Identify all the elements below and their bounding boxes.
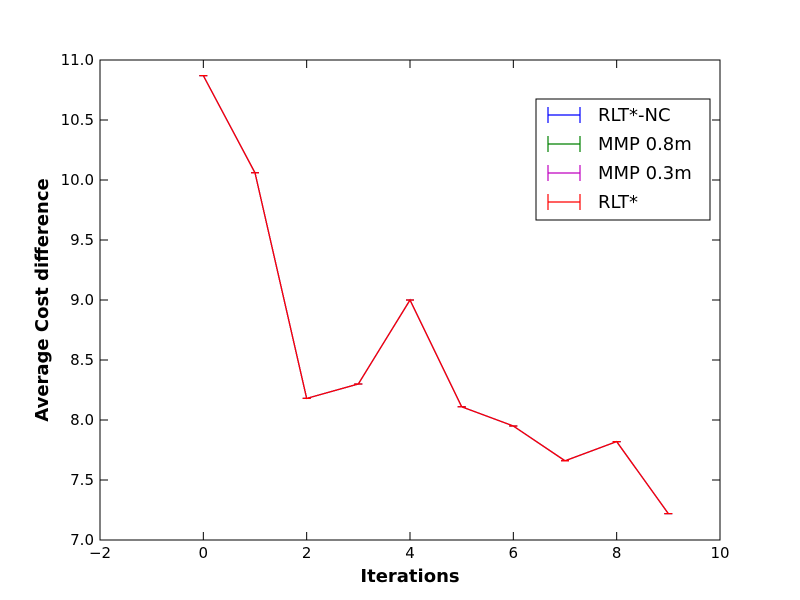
legend-item: RLT* bbox=[547, 192, 638, 213]
legend-label: MMP 0.8m bbox=[598, 134, 692, 155]
x-tick-label: 10 bbox=[710, 544, 729, 562]
y-tick-label: 10.0 bbox=[61, 171, 94, 189]
x-tick-label: 2 bbox=[302, 544, 312, 562]
x-tick-label: 8 bbox=[612, 544, 622, 562]
y-tick-label: 9.5 bbox=[70, 231, 94, 249]
y-tick-label: 11.0 bbox=[61, 51, 94, 69]
legend-box bbox=[535, 98, 711, 221]
y-tick-label: 8.5 bbox=[70, 351, 94, 369]
legend-label: RLT*-NC bbox=[598, 105, 671, 126]
legend-label: RLT* bbox=[598, 192, 638, 213]
legend-item: RLT*-NC bbox=[547, 105, 671, 126]
y-tick-label: 9.0 bbox=[70, 291, 94, 309]
y-tick-label: 7.5 bbox=[70, 471, 94, 489]
ticks-layer: −2 0 2 4 6 8 10 7.0 7.5 8.0 8.5 9.0 9.5 10.0 10.5 11.0 bbox=[61, 51, 730, 562]
legend-label: MMP 0.3m bbox=[598, 163, 692, 184]
y-axis-label: Average Cost difference bbox=[32, 178, 53, 421]
legend-item: MMP 0.8m bbox=[547, 134, 692, 155]
series-layer bbox=[199, 74, 673, 515]
legend-item: MMP 0.3m bbox=[547, 163, 692, 184]
x-tick-label: −2 bbox=[89, 544, 111, 562]
x-tick-label: 4 bbox=[405, 544, 415, 562]
x-tick-label: 0 bbox=[199, 544, 209, 562]
y-tick-label: 8.0 bbox=[70, 411, 94, 429]
y-tick-label: 7.0 bbox=[70, 531, 94, 549]
series-line bbox=[202, 75, 669, 514]
series-rlt- bbox=[199, 74, 673, 515]
x-tick-label: 6 bbox=[509, 544, 519, 562]
y-tick-label: 10.5 bbox=[61, 111, 94, 129]
legend: RLT*-NC MMP 0.8m MMP 0.3m RLT* bbox=[535, 98, 711, 221]
x-axis-label: Iterations bbox=[360, 566, 459, 587]
